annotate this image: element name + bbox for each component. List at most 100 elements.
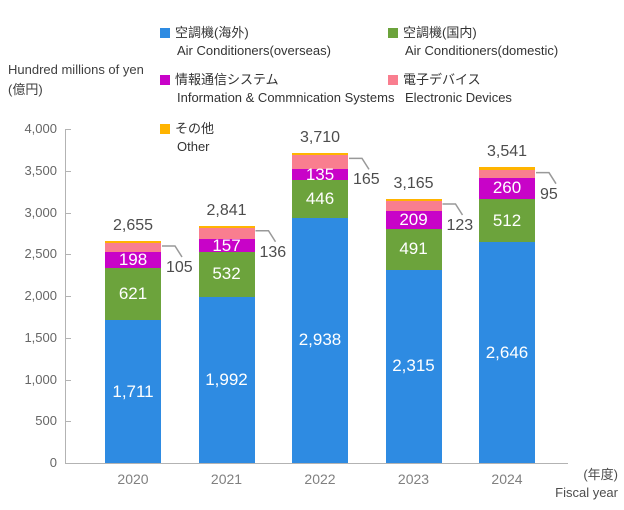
bar-segment: [385, 228, 442, 270]
bar-segment: [479, 199, 535, 243]
legend-swatch-blue-icon: [160, 28, 170, 38]
bar-segment: [385, 200, 442, 212]
y-tick-label: 500: [35, 413, 57, 429]
y-tick-label: 3,500: [24, 162, 57, 178]
legend-label-en: Air Conditioners(domestic): [405, 43, 559, 58]
legend-label-jp: 空調機(国内): [403, 25, 477, 40]
y-tick-mark: [66, 337, 71, 339]
y-tick-label: 4,000: [24, 121, 57, 136]
x-tick-label: 2023: [397, 471, 430, 487]
bar-segment: [105, 241, 161, 243]
x-tick-label: 2022: [304, 471, 336, 487]
bar-segment-value: 532: [212, 264, 241, 284]
y-tick-mark: [66, 421, 71, 423]
callout-line: [255, 230, 277, 243]
bar-segment: [292, 153, 348, 156]
bar-segment-value: 198: [118, 250, 148, 269]
callout-value: 123: [446, 216, 474, 234]
y-tick-label: 0: [49, 455, 57, 470]
legend-label-jp: 電子デバイス: [403, 72, 481, 87]
bar-segment: [105, 268, 161, 321]
legend-swatch-yellow-icon: [160, 124, 170, 134]
bar-segment-value: 1,992: [205, 369, 248, 389]
y-tick-label: 3,000: [24, 204, 57, 220]
bar-segment-value: 446: [305, 189, 335, 209]
bar-segment: [292, 217, 348, 463]
bar-segment: [385, 211, 442, 229]
legend-swatch-pink-icon: [388, 75, 398, 85]
bar-total-value: 3,710: [299, 129, 341, 147]
legend-swatch-magenta-icon: [160, 75, 170, 85]
legend-item-air-conditioners-overseas: 空調機(海外) Air Conditioners(overseas): [160, 24, 331, 59]
y-tick-label: 1,500: [24, 329, 57, 345]
legend-label-jp: 情報通信システム: [175, 72, 279, 87]
bar-segment: [292, 155, 348, 170]
x-axis-caption-en: Fiscal year: [555, 485, 618, 500]
legend-label-en: Other: [177, 139, 210, 154]
bar-segment: [198, 296, 255, 463]
bar-segment: [479, 177, 535, 200]
y-axis-line: [65, 129, 66, 463]
y-tick-mark: [66, 129, 71, 130]
bar-segment-value: 1,711: [112, 381, 154, 401]
legend-item-information-communication-systems: 情報通信システム Information & Commnication Syst…: [160, 71, 394, 106]
bar-segment: [385, 198, 442, 201]
x-axis-line: [65, 463, 568, 464]
bar-segment: [198, 239, 255, 253]
bar-segment-value: 135: [305, 164, 335, 184]
bar-segment-value: 157: [212, 235, 241, 255]
bar-total-value: 3,541: [486, 143, 528, 161]
bar-total-value: 3,165: [393, 174, 434, 192]
legend-label-jp: その他: [175, 121, 215, 136]
bar-segment: [105, 251, 161, 269]
y-axis-unit-jp: (億円): [8, 82, 43, 97]
callout-value: 136: [259, 243, 287, 261]
bar-segment: [479, 169, 535, 178]
bar-segment: [105, 320, 161, 463]
bar-segment: [292, 180, 348, 218]
bar-segment: [385, 269, 442, 463]
y-axis-unit-label: Hundred millions of yen (億円): [8, 60, 144, 100]
legend-label-en: Electronic Devices: [405, 90, 512, 105]
bar-segment: [198, 227, 255, 240]
bar-segment-value: 209: [399, 209, 428, 229]
bar-total-value: 2,655: [112, 217, 154, 235]
bar-segment-value: 2,938: [298, 330, 342, 350]
y-tick-mark: [66, 379, 71, 381]
legend-item-other: その他 Other: [160, 120, 214, 155]
callout-line: [442, 203, 464, 216]
x-tick-label: 2020: [117, 471, 149, 487]
bar-segment: [105, 242, 161, 252]
bar-segment: [292, 169, 348, 181]
y-tick-mark: [66, 170, 71, 172]
legend-item-air-conditioners-domestic: 空調機(国内) Air Conditioners(domestic): [388, 24, 558, 59]
bar-segment: [479, 167, 535, 170]
bar-segment-value: 2,646: [485, 342, 529, 362]
bar-segment: [198, 225, 255, 228]
callout-value: 165: [353, 171, 380, 189]
legend-item-electronic-devices: 電子デバイス Electronic Devices: [388, 71, 512, 106]
bar-segment: [479, 242, 535, 463]
y-tick-label: 2,500: [24, 246, 57, 262]
x-tick-label: 2024: [491, 471, 523, 487]
y-tick-label: 2,000: [24, 288, 57, 303]
y-tick-mark: [66, 254, 71, 256]
callout-line: [349, 157, 370, 170]
callout-value: 95: [540, 185, 558, 203]
y-tick-label: 1,000: [24, 371, 57, 387]
bar-total-value: 2,841: [206, 201, 247, 219]
legend-label-en: Air Conditioners(overseas): [177, 43, 331, 58]
legend-label-en: Information & Commnication Systems: [177, 90, 395, 105]
legend-label-jp: 空調機(海外): [175, 25, 249, 40]
bar-segment-value: 260: [492, 178, 522, 198]
bar-segment-value: 2,315: [392, 356, 435, 376]
callout-line: [536, 171, 557, 185]
y-axis-unit-en: Hundred millions of yen: [8, 62, 144, 77]
x-tick-label: 2021: [210, 471, 243, 487]
bar-segment-value: 621: [118, 284, 148, 304]
x-axis-caption-jp: (年度): [583, 467, 618, 482]
y-tick-mark: [66, 296, 71, 297]
bar-segment-value: 491: [399, 239, 428, 259]
callout-line: [162, 245, 183, 258]
